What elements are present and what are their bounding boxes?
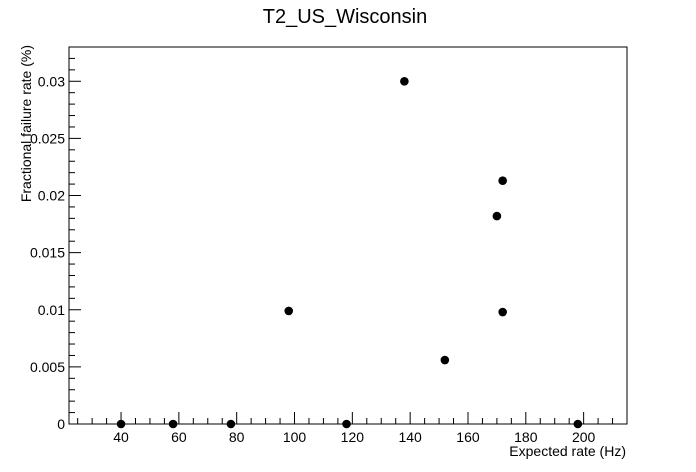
y-axis: 0 0.005 0.01 0.015 0.02 0.025 0.03 bbox=[30, 46, 81, 432]
data-point bbox=[284, 306, 294, 316]
data-point bbox=[226, 419, 236, 429]
data-point bbox=[116, 419, 126, 429]
x-tick-label: 80 bbox=[229, 429, 245, 445]
y-tick-label: 0.025 bbox=[30, 130, 65, 146]
x-tick-label: 180 bbox=[514, 429, 538, 445]
data-point bbox=[498, 307, 507, 317]
data-point bbox=[498, 176, 507, 185]
x-tick-label: 100 bbox=[283, 429, 307, 445]
x-axis: 40 60 80 100 120 140 160 180 200 bbox=[77, 412, 628, 445]
x-tick-label: 140 bbox=[398, 429, 422, 445]
data-points bbox=[116, 76, 583, 429]
data-point bbox=[573, 419, 583, 429]
x-tick-label: 120 bbox=[341, 429, 365, 445]
y-tick-label: 0.03 bbox=[38, 73, 65, 89]
plot-frame bbox=[68, 46, 628, 425]
y-tick-label: 0.01 bbox=[38, 302, 65, 318]
chart-title: T2_US_Wisconsin bbox=[263, 6, 428, 28]
x-tick-label: 40 bbox=[113, 429, 129, 445]
x-tick-label: 200 bbox=[572, 429, 596, 445]
y-tick-label: 0.02 bbox=[38, 188, 65, 204]
data-point bbox=[168, 419, 178, 429]
y-tick-label: 0.005 bbox=[30, 359, 65, 375]
y-tick-label: 0.015 bbox=[30, 245, 65, 261]
x-tick-label: 160 bbox=[456, 429, 480, 445]
x-axis-label: Expected rate (Hz) bbox=[509, 443, 626, 459]
y-axis-label: Fractional failure rate (%) bbox=[18, 45, 34, 202]
data-point bbox=[342, 419, 351, 429]
data-point bbox=[400, 76, 409, 86]
data-point bbox=[440, 355, 450, 365]
data-point bbox=[492, 211, 502, 221]
y-tick-label: 0 bbox=[57, 416, 65, 432]
x-tick-label: 60 bbox=[171, 429, 187, 445]
